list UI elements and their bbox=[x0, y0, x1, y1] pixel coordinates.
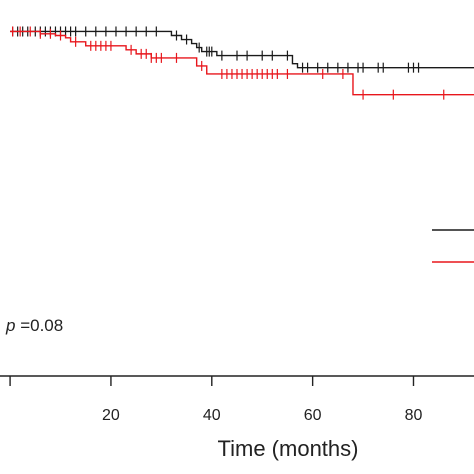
series-2 bbox=[10, 26, 474, 100]
p-value-text: =0.08 bbox=[15, 316, 63, 335]
x-axis: 20 40 60 80 bbox=[0, 375, 474, 424]
survival-curves bbox=[10, 26, 474, 100]
x-tick-label: 20 bbox=[102, 407, 120, 424]
legend bbox=[432, 229, 474, 263]
x-tick-label: 40 bbox=[203, 407, 221, 424]
p-value-prefix: p bbox=[5, 316, 15, 335]
x-tick-label: 60 bbox=[304, 407, 322, 424]
x-tick-label: 80 bbox=[405, 407, 423, 424]
series-2-line bbox=[10, 30, 474, 96]
x-axis-title: Time (months) bbox=[218, 436, 359, 461]
series-1-line bbox=[10, 30, 474, 69]
p-value-annotation: p =0.08 bbox=[5, 316, 63, 335]
series-1 bbox=[10, 26, 474, 73]
